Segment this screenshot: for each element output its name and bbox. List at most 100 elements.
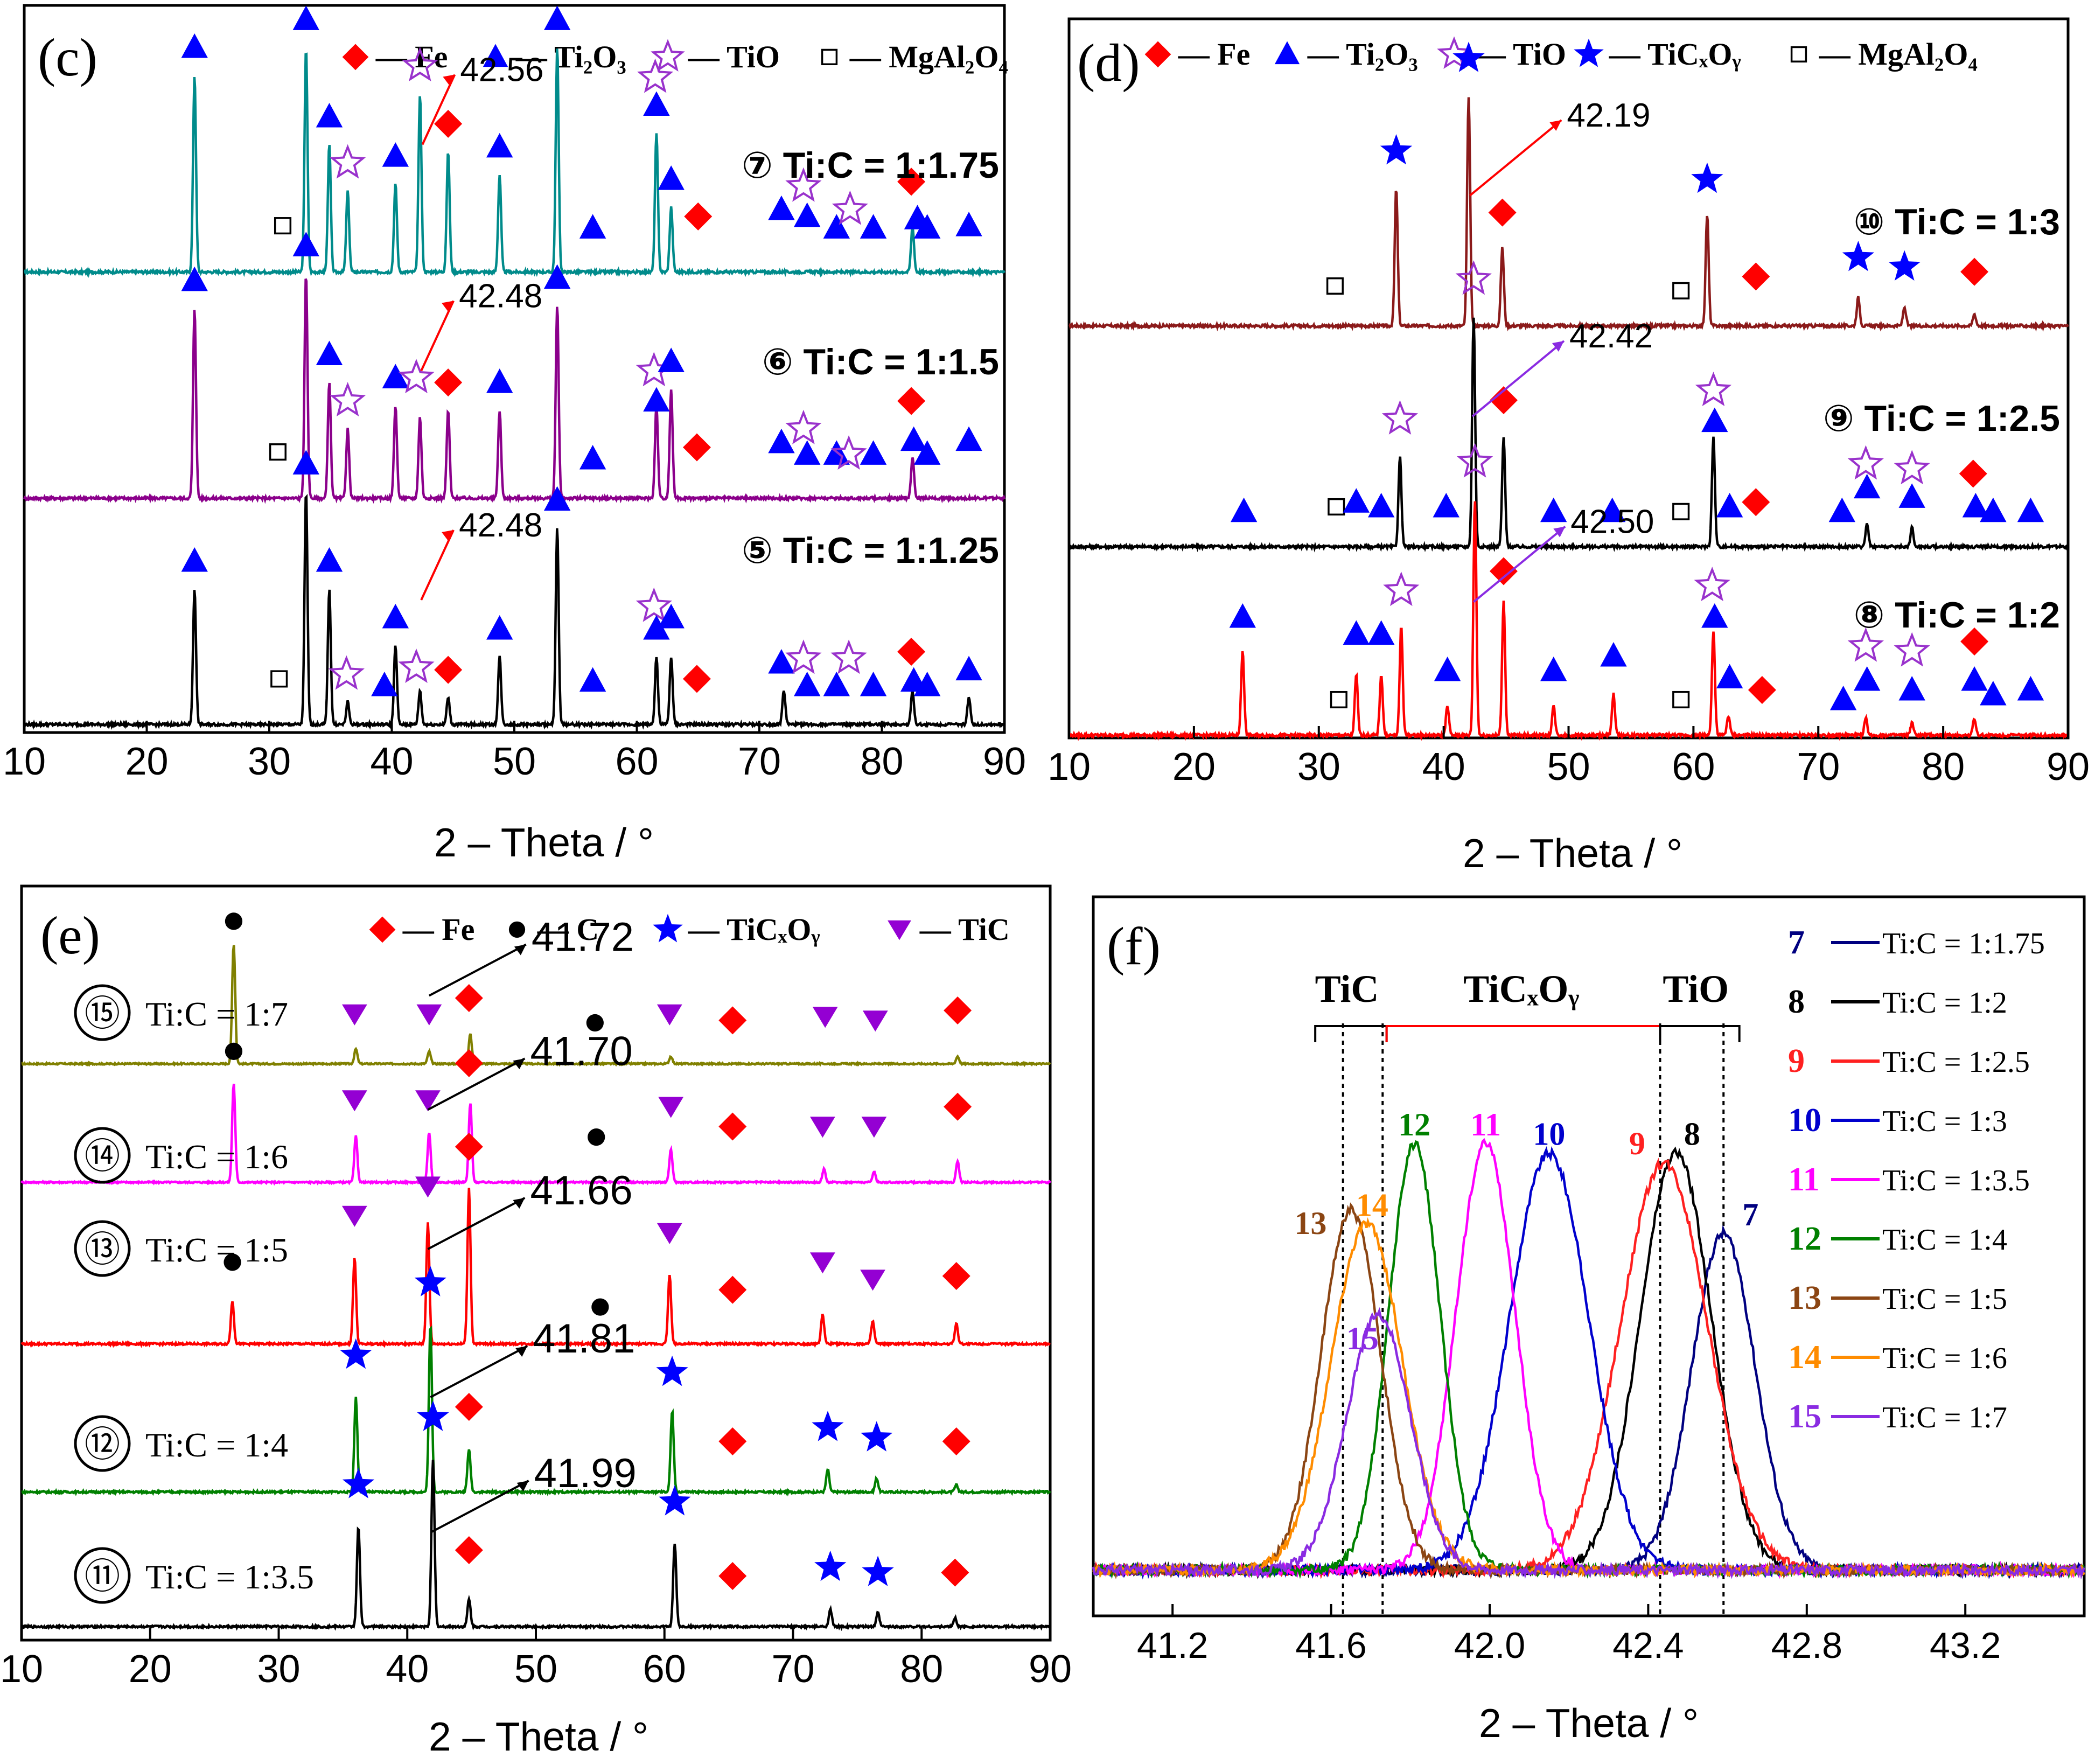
panel-d-legend-TiO-symbol [1437, 36, 1471, 69]
d-series-1-marker-TiO-18 [1894, 450, 1930, 485]
panel-c-legend-MgAl2O4-label: — MgAl₂O₄ [849, 39, 1008, 74]
panel-f-x-tick-label-3: 42.4 [1612, 1625, 1684, 1666]
panel-f-series-15-peak-label: 15 [1346, 1321, 1379, 1356]
d-series-1-marker-MgAl2O4-1 [1328, 498, 1345, 516]
c-series-1-marker-Ti2O3-2 [292, 232, 319, 256]
e-series-2-marker-TiC-2 [415, 1176, 441, 1198]
panel-d-x-tick-label-0: 10 [1048, 745, 1091, 789]
e-series-3-annotation-text: 41.81 [533, 1316, 635, 1362]
e-series-0-marker-Fe-6 [718, 1006, 747, 1035]
d-series-1-label: ⑨ Ti:C = 1:2.5 [1823, 398, 2060, 439]
c-series-0-marker-TiO-19 [832, 190, 869, 225]
e-series-3-marker-Fe-2 [455, 1393, 483, 1421]
e-series-0-marker-TiC-5 [657, 1004, 682, 1026]
d-series-2-marker-Fe-14 [1748, 676, 1776, 704]
d-series-2-marker-Ti2O3-22 [1980, 681, 2007, 706]
e-series-0-marker-TiC-1 [341, 1004, 367, 1026]
e-series-2-marker-TiC-7 [810, 1252, 835, 1274]
c-series-0-marker-TiO-6 [402, 47, 438, 82]
c-series-0-annotation-text: 42.56 [460, 52, 543, 89]
d-series-2-marker-MgAl2O4-1 [1330, 691, 1347, 709]
d-series-0-marker-TiCxOy-5 [1691, 162, 1723, 193]
c-series-0-marker-Ti2O3-20 [860, 214, 887, 239]
d-series-2-marker-TiO-6 [1457, 443, 1493, 478]
panel-e-legend: — Fe — C — TiCₓOᵧ — TiC [369, 912, 1010, 947]
c-series-1-marker-Ti2O3-3 [316, 340, 343, 365]
panel-f-legend-7-label: Ti:C = 1:1.75 [1882, 927, 2045, 960]
panel-f-region-labels: TiC TiCₓOᵧ TiO [1314, 967, 1741, 1042]
panel-e-legend-TiCxOy-label: — TiCₓOᵧ [688, 912, 820, 947]
e-series-4-marker-Fe-7 [941, 1558, 969, 1587]
e-series-4-annotation-text: 41.99 [534, 1451, 637, 1496]
panel-f-x-tick-label-0: 41.2 [1137, 1625, 1208, 1666]
e-series-1-marker-Fe-3 [455, 1049, 483, 1077]
e-series-0-annotation-text: 41.72 [532, 915, 634, 960]
c-series-2-marker-Ti2O3-24 [913, 672, 941, 696]
d-series-2-marker-Ti2O3-5 [1434, 657, 1461, 681]
d-series-2-marker-Ti2O3-8 [1540, 657, 1567, 681]
d-series-1-marker-Ti2O3-2 [1343, 488, 1370, 513]
c-series-1-marker-Ti2O3-10 [579, 445, 606, 470]
panel-e-label: (e) [40, 905, 100, 965]
e-series-1-annotation-text: 41.70 [530, 1028, 632, 1074]
panel-d-x-axis: 10 20 30 40 50 60 70 80 90 [1048, 726, 2090, 789]
panel-f-series-8-peak-label: 8 [1684, 1117, 1700, 1152]
panel-f-series-9-peak-label: 9 [1629, 1126, 1645, 1161]
e-series-1-marker-TiC-7 [810, 1117, 835, 1138]
e-series-1-marker-Fe-9 [944, 1092, 972, 1121]
d-series-0-label: ⑩ Ti:C = 1:3 [1854, 201, 2060, 242]
e-series-4-annotation-arrowhead [516, 1481, 529, 1491]
e-series-2-marker-C-0 [224, 1253, 241, 1271]
panel-d-x-tick-label-1: 20 [1172, 745, 1216, 789]
panel-d: (d) — Fe — Ti₂O₃ — TiO — TiCₓOᵧ — MgAl₂O₄ 42… [1048, 17, 2090, 876]
e-series-0-marker-TiC-8 [862, 1010, 888, 1032]
d-series-1-marker-Ti2O3-9 [1598, 497, 1626, 522]
e-series-4-marker-Fe-4 [718, 1562, 747, 1590]
d-series-0-line [1069, 97, 2069, 332]
panel-f-region-bracket-0 [1314, 1025, 1388, 1042]
c-series-2-marker-TiO-19 [830, 639, 867, 674]
panel-f-label: (f) [1107, 916, 1161, 976]
c-series-1-marker-TiO-6 [398, 359, 435, 394]
e-series-2-marker-TiC-1 [341, 1205, 367, 1227]
panel-e-legend-Fe-label: — Fe [402, 912, 475, 947]
c-series-1-annotation-text: 42.48 [459, 278, 542, 315]
c-series-0-annotation-arrowhead [443, 74, 455, 86]
e-series-3-ratio: Ti:C = 1:4 [145, 1426, 288, 1464]
d-series-1-marker-Ti2O3-8 [1540, 497, 1567, 522]
e-series-2-number: ⑬ [85, 1230, 120, 1270]
d-series-1-marker-Fe-7 [1489, 386, 1518, 414]
panel-e-legend-TiC-label: — TiC [919, 912, 1010, 947]
d-series-1-marker-MgAl2O4-10 [1672, 503, 1690, 520]
c-series-2-marker-TiO-12 [636, 587, 673, 622]
e-series-3-number: ⑫ [85, 1425, 120, 1465]
d-series-2-marker-TiO-11 [1694, 567, 1730, 602]
panel-e-x-tick-label-1: 20 [129, 1648, 172, 1691]
e-series-4-marker-TiCxOy-1 [417, 1400, 449, 1431]
c-series-2-marker-Fe-8 [434, 656, 463, 684]
c-series-0-marker-Fe-14 [684, 202, 713, 231]
panel-c-x-tick-label-0: 10 [3, 740, 46, 783]
c-series-0-marker-TiO-11 [637, 58, 674, 93]
c-series-0-marker-Ti2O3-1 [181, 33, 208, 58]
c-series-2-marker-Ti2O3-21 [860, 672, 887, 696]
e-series-1-marker-C-4 [588, 1128, 605, 1146]
c-series-0-marker-Ti2O3-9 [543, 5, 571, 30]
panel-d-x-tick-label-5: 60 [1672, 745, 1715, 789]
c-series-2-marker-Ti2O3-9 [486, 615, 513, 640]
panel-e-x-axis: 10 20 30 40 50 60 70 80 90 [0, 1628, 1072, 1691]
panel-d-legend-MgAl2O4-label: — MgAl₂O₄ [1819, 37, 1978, 72]
e-series-1-annotation-arrowhead [513, 1058, 525, 1070]
d-series-0-annotation-text: 42.19 [1567, 97, 1650, 134]
e-series-1-marker-TiC-5 [658, 1097, 684, 1118]
e-series-4-number-circle [74, 1547, 131, 1604]
panel-c-x-tick-label-5: 60 [615, 740, 658, 783]
c-series-2-annotation-text: 42.48 [459, 507, 542, 544]
c-series-1-line [23, 278, 1006, 504]
e-series-4-annotation-arrow [431, 1480, 529, 1533]
panel-e-legend-C-symbol [508, 921, 526, 938]
e-series-2-marker-TiC-8 [860, 1270, 885, 1291]
e-series-1-marker-C-0 [225, 1042, 243, 1060]
panel-e-legend-Fe-symbol [369, 916, 396, 943]
